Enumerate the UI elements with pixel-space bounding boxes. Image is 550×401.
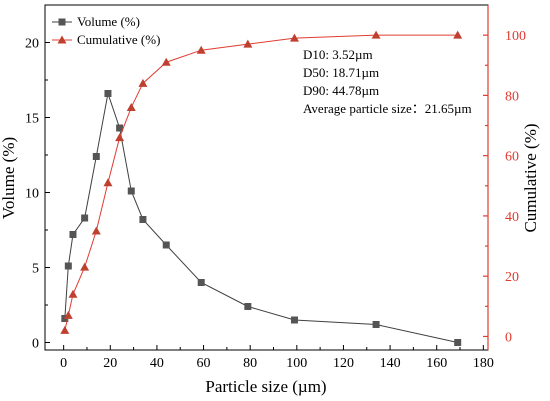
cumulative-data-point [63,310,73,319]
cumulative-data-point [243,39,253,48]
cumulative-data-point [68,289,78,298]
volume-data-point [104,90,112,97]
cumulative-data-point [60,325,70,334]
right-tick-label: 60 [505,150,519,165]
volume-data-point [197,279,205,286]
legend-volume-label: Volume (%) [77,14,140,29]
x-tick-label: 100 [286,356,307,371]
x-axis-ticks: 0 20 40 60 80 100 120 140 160 180 [60,345,494,371]
volume-data-point [64,262,72,270]
annotation-average: Average particle size：21.65µm [303,101,472,116]
volume-data-point [127,187,135,195]
plot-area-border [44,4,489,351]
left-tick-label: 15 [25,112,39,127]
volume-data-point [139,216,147,223]
cumulative-data-point [161,57,171,66]
annotation-d50: D50: 18.71µm [303,65,379,80]
cumulative-data-point [289,33,299,42]
legend: Volume (%) Cumulative (%) [52,14,160,47]
left-tick-label: 10 [25,187,39,202]
x-tick-label: 180 [473,356,494,371]
cumulative-data-point [91,226,101,235]
right-axis-ticks: 0 20 40 60 80 100 [483,29,526,345]
cumulative-data-point [138,78,148,87]
cumulative-data-point [115,133,125,142]
cumulative-data-point [80,262,90,271]
left-tick-label: 0 [32,337,39,352]
legend-volume-marker [58,18,66,26]
right-tick-label: 0 [505,330,512,345]
legend-cumulative-label: Cumulative (%) [77,32,160,47]
cumulative-data-point [453,30,463,39]
right-tick-label: 20 [505,270,519,285]
volume-data-point [454,339,462,346]
annotation-d90: D90: 44.78µm [303,83,379,98]
x-tick-label: 60 [197,356,211,371]
volume-series-line [64,91,458,343]
volume-data-point [116,124,124,132]
left-axis-title: Volume (%) [0,137,18,219]
cumulative-data-point [371,30,381,39]
right-tick-label: 80 [505,89,519,104]
x-tick-label: 80 [243,356,257,371]
right-axis-title: Cumulative (%) [521,123,540,232]
volume-data-point [372,321,380,328]
left-axis-ticks: 0 5 10 15 20 [25,37,50,352]
left-tick-label: 5 [32,262,39,277]
cumulative-data-point [196,45,206,54]
cumulative-data-point [126,102,136,111]
x-tick-label: 0 [60,356,67,371]
x-tick-label: 160 [426,356,447,371]
legend-cumulative-marker [57,35,67,44]
volume-data-point [290,316,298,324]
x-tick-label: 120 [333,356,354,371]
series-layer [60,30,463,346]
volume-data-point [244,303,252,310]
volume-data-point [162,241,170,249]
x-tick-label: 20 [103,356,117,371]
right-tick-label: 100 [505,29,526,44]
x-tick-label: 40 [150,356,164,371]
cumulative-data-point [103,178,113,187]
x-axis-title: Particle size (µm) [205,377,326,396]
annotation-d10: D10: 3.52µm [303,47,373,62]
volume-data-point [81,214,89,222]
volume-data-point [69,231,77,238]
annotation-block: D10: 3.52µm D50: 18.71µm D90: 44.78µm Av… [303,47,472,116]
volume-data-point [92,153,100,160]
plot-frame [44,4,489,351]
left-tick-label: 20 [25,37,39,52]
cumulative-series-line [64,34,458,331]
x-tick-label: 140 [380,356,401,371]
right-tick-label: 40 [505,210,519,225]
